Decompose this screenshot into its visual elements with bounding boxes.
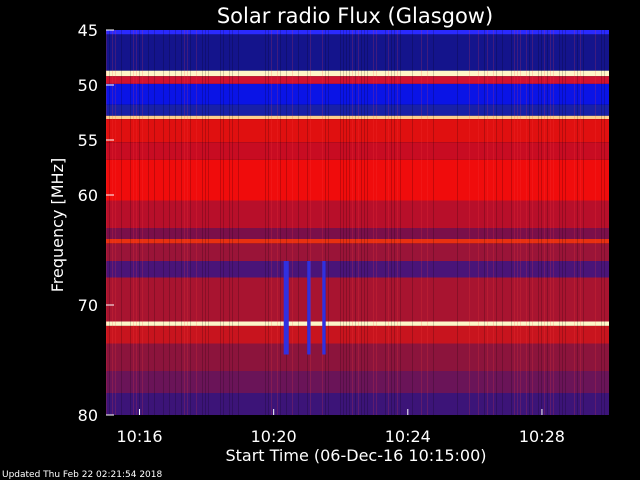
y-tick-label-2: 55 [78, 131, 98, 150]
band-4 [106, 83, 609, 105]
band-10 [106, 200, 609, 228]
x-tick-label-1: 10:20 [251, 427, 297, 446]
y-axis-label: Frequency [MHz] [48, 158, 67, 292]
y-tick-label-1: 50 [78, 76, 98, 95]
burst-0 [283, 261, 289, 355]
band-5 [106, 104, 609, 116]
band-12 [106, 239, 609, 244]
band-20 [106, 393, 609, 415]
band-16 [106, 321, 609, 326]
band-3 [106, 76, 609, 84]
band-18 [106, 343, 609, 371]
band-17 [106, 325, 609, 344]
band-11 [106, 228, 609, 239]
x-axis: 10:16 10:20 10:24 10:28 [116, 409, 565, 446]
band-9 [106, 159, 609, 201]
band-2 [106, 70, 609, 77]
band-14 [106, 261, 609, 278]
band-8 [106, 142, 609, 160]
x-tick-label-3: 10:28 [519, 427, 565, 446]
x-tick-label-2: 10:24 [385, 427, 431, 446]
band-6 [106, 115, 609, 120]
burst-2 [322, 261, 326, 355]
x-axis-label: Start Time (06-Dec-16 10:15:00) [225, 446, 486, 465]
band-15 [106, 277, 609, 322]
y-axis: 45 50 55 60 70 80 [78, 21, 114, 425]
band-7 [106, 119, 609, 143]
plot-area [106, 30, 609, 415]
y-tick-label-0: 45 [78, 21, 98, 40]
y-tick-label-3: 60 [78, 186, 98, 205]
footer-updated: Updated Thu Feb 22 02:21:54 2018 [2, 470, 163, 480]
y-tick-label-4: 70 [78, 296, 98, 315]
noise-texture [106, 30, 605, 415]
burst-1 [307, 261, 311, 355]
band-13 [106, 243, 609, 261]
band-0 [106, 30, 609, 35]
x-tick-label-0: 10:16 [116, 427, 162, 446]
chart-title: Solar radio Flux (Glasgow) [217, 4, 493, 28]
band-19 [106, 371, 609, 393]
y-tick-label-5: 80 [78, 406, 98, 425]
band-1 [106, 34, 609, 71]
